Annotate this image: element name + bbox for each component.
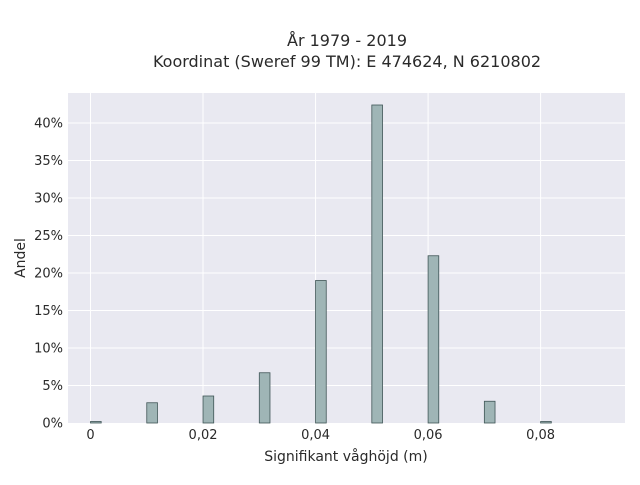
x-axis-label: Signifikant våghöjd (m) <box>264 448 427 465</box>
histogram-bar <box>202 395 215 424</box>
chart-title: År 1979 - 2019 <box>287 31 407 50</box>
y-tick-label: 35% <box>34 154 63 169</box>
histogram-bar <box>258 372 271 424</box>
y-tick-label: 40% <box>34 117 63 132</box>
y-tick-label: 10% <box>34 342 63 357</box>
y-tick-label: 5% <box>42 379 63 394</box>
y-axis-label: Andel <box>13 238 29 278</box>
histogram-bar <box>540 421 552 424</box>
y-tick-label: 0% <box>42 417 63 432</box>
histogram-bar <box>427 255 440 424</box>
grid-lines <box>68 93 625 423</box>
histogram-bar <box>483 400 496 424</box>
histogram-bar <box>90 421 102 424</box>
x-tick-label: 0,04 <box>301 428 330 443</box>
histogram-bar <box>146 402 158 424</box>
x-axis-ticks: 0 0,02 0,04 0,06 0,08 <box>86 428 555 443</box>
y-tick-label: 30% <box>34 192 63 207</box>
y-tick-label: 20% <box>34 267 63 282</box>
x-tick-label: 0,06 <box>414 428 443 443</box>
plot-area <box>68 93 625 423</box>
chart-subtitle: Koordinat (Sweref 99 TM): E 474624, N 62… <box>153 52 541 71</box>
y-axis-ticks: 0% 5% 10% 15% 20% 25% 30% 35% 40% <box>34 117 63 432</box>
x-tick-label: 0,02 <box>189 428 218 443</box>
histogram-bar <box>371 104 383 424</box>
x-tick-label: 0,08 <box>526 428 555 443</box>
y-tick-label: 15% <box>34 304 63 319</box>
bars <box>90 104 552 424</box>
x-tick-label: 0 <box>86 428 94 443</box>
y-tick-label: 25% <box>34 229 63 244</box>
histogram-bar <box>315 280 327 424</box>
